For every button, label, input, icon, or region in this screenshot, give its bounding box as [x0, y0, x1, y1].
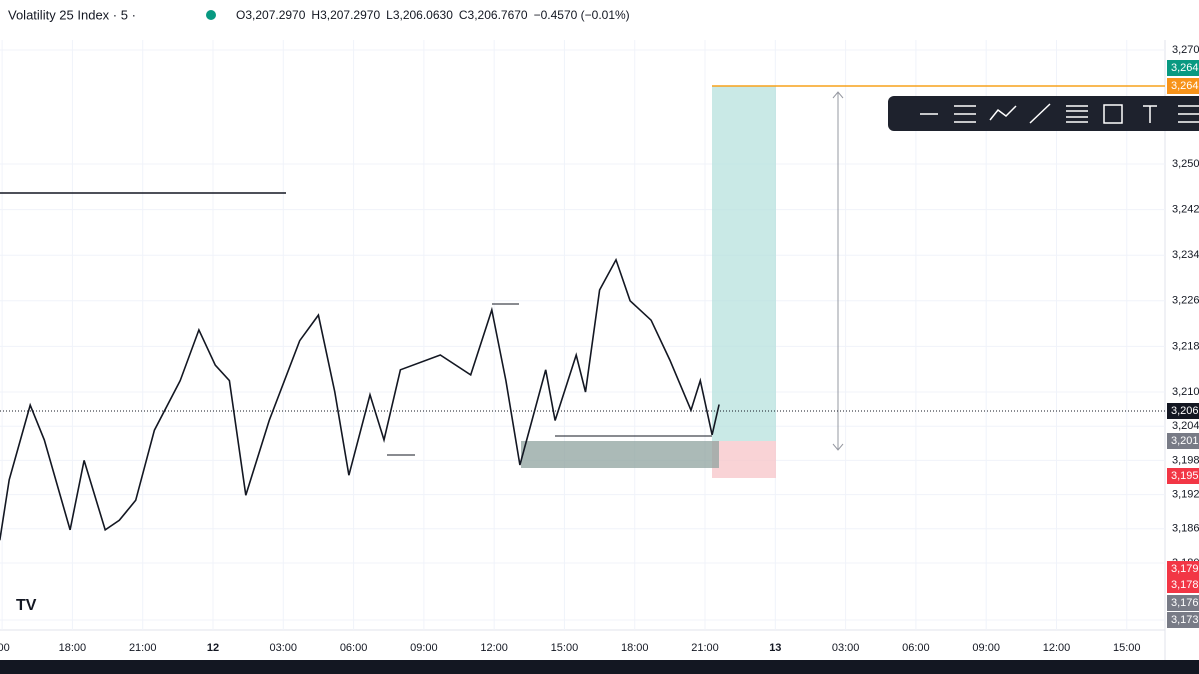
price-label: 3,210 — [1172, 386, 1199, 398]
toolbar — [888, 96, 1199, 131]
axes: 3,270 3,250 3,242 3,234 3,226 3,218 3,210 3,204… — [0, 44, 1199, 654]
tool-channel[interactable] — [1066, 105, 1088, 123]
price-tag: 3,264 — [1171, 62, 1199, 74]
price-tag: 3,264 — [1171, 80, 1199, 92]
price-label: 3,250 — [1172, 158, 1199, 170]
price-label: 3,218 — [1172, 340, 1199, 352]
symbol[interactable]: Volatility 25 Index · 5 · — [8, 7, 136, 22]
price-line — [0, 257, 720, 541]
time-label: 18:00 — [621, 642, 649, 654]
time-label: 21:00 — [691, 642, 719, 654]
ohlc-low: L3,206.0630 — [386, 8, 453, 22]
time-label: 12 — [207, 642, 219, 654]
price-tag-bg — [1167, 60, 1199, 76]
zone-box[interactable] — [521, 441, 719, 468]
price-label: 3,226 — [1172, 295, 1199, 307]
bottom-bar — [0, 660, 1199, 674]
time-label: 15:00 — [551, 642, 579, 654]
time-label: 03:00 — [832, 642, 860, 654]
drawn-levels[interactable] — [387, 303, 712, 456]
time-label: 09:00 — [410, 642, 438, 654]
price-tag-bg — [1167, 403, 1199, 419]
time-label: 12:00 — [480, 642, 508, 654]
time-label: 15:00 — [1113, 642, 1141, 654]
price-tag-bg — [1167, 468, 1199, 484]
time-label: 13 — [769, 642, 781, 654]
time-label: 03:00 — [270, 642, 298, 654]
price-tag-bg — [1167, 78, 1199, 94]
price-label: 3,270 — [1172, 44, 1199, 56]
price-tag: 3,173 — [1171, 614, 1199, 626]
tool-path[interactable] — [989, 105, 1017, 121]
ohlc-high: H3,207.2970 — [311, 8, 380, 22]
price-label: 3,204 — [1172, 420, 1199, 432]
time-label: 21:00 — [129, 642, 157, 654]
time-label: :00 — [0, 642, 10, 654]
time-label: 18:00 — [59, 642, 87, 654]
tool-text[interactable] — [1143, 105, 1157, 123]
price-tag: 3,201 — [1171, 435, 1199, 447]
price-tag: 3,179 — [1171, 563, 1199, 575]
tool-more[interactable] — [1178, 105, 1199, 123]
ohlc-close: C3,206.7670 — [459, 8, 528, 22]
time-label: 06:00 — [340, 642, 368, 654]
tool-rect[interactable] — [1103, 104, 1123, 124]
price-label: 3,198 — [1172, 454, 1199, 466]
ohlc-open: O3,207.2970 — [236, 8, 306, 22]
price-label: 3,234 — [1172, 249, 1199, 261]
price-label: 3,186 — [1172, 523, 1199, 535]
tool-trend[interactable] — [1029, 103, 1051, 124]
grid — [0, 40, 1165, 630]
price-label: 3,192 — [1172, 489, 1199, 501]
time-label: 12:00 — [1043, 642, 1071, 654]
price-tag: 3,206 — [1171, 405, 1199, 417]
price-tag-bg — [1167, 433, 1199, 449]
profit-zone[interactable] — [712, 86, 776, 441]
price-tag-bg — [1167, 577, 1199, 593]
status-dot — [206, 10, 216, 20]
price-tag-bg — [1167, 561, 1199, 577]
measure-arrow[interactable] — [832, 91, 844, 451]
price-tag: 3,195 — [1171, 470, 1199, 482]
price-tag-bg — [1167, 612, 1199, 628]
ohlc-change: −0.4570 (−0.01%) — [534, 8, 630, 22]
price-tag: 3,176 — [1171, 597, 1199, 609]
time-label: 09:00 — [972, 642, 1000, 654]
loss-zone[interactable] — [712, 441, 776, 478]
price-label: 3,242 — [1172, 204, 1199, 216]
ohlc: O3,207.2970 H3,207.2970 L3,206.0630 C3,206.… — [236, 8, 630, 22]
logo[interactable]: TV — [16, 597, 37, 614]
price-tag: 3,178 — [1171, 579, 1199, 591]
time-label: 06:00 — [902, 642, 930, 654]
price-plot — [0, 257, 720, 541]
tool-fib[interactable] — [954, 105, 976, 123]
price-tag-bg — [1167, 595, 1199, 611]
